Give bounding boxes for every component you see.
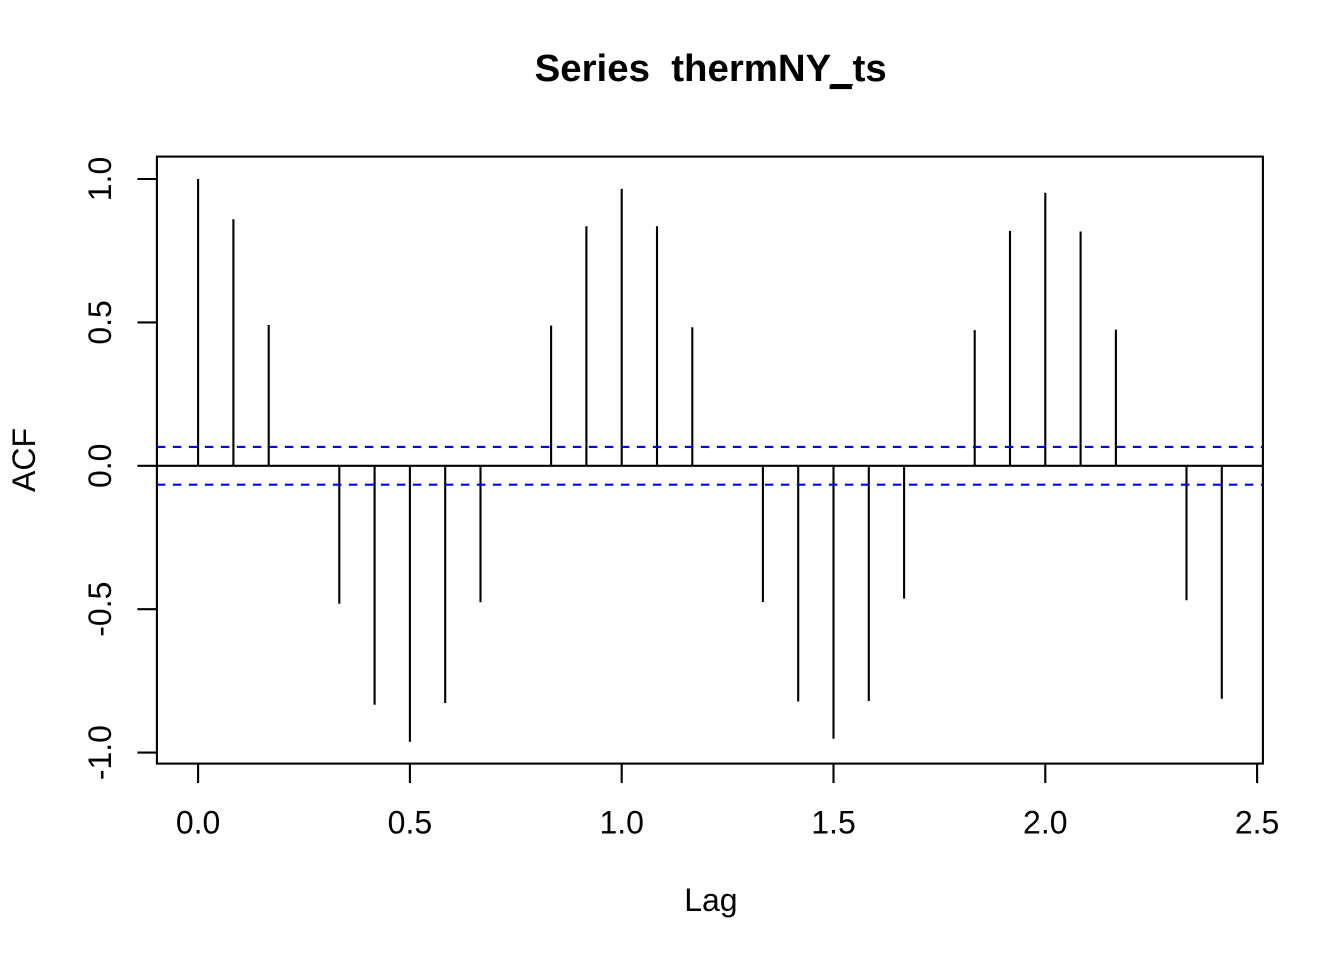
svg-text:1.0: 1.0 (82, 157, 118, 201)
svg-text:1.0: 1.0 (599, 804, 643, 840)
svg-text:Series thermNY_ts: Series thermNY_ts (535, 47, 887, 90)
svg-text:2.0: 2.0 (1023, 804, 1067, 840)
svg-text:1.5: 1.5 (811, 804, 855, 840)
svg-text:-1.0: -1.0 (82, 725, 118, 780)
svg-text:0.0: 0.0 (82, 444, 118, 488)
svg-text:-0.5: -0.5 (82, 582, 118, 637)
svg-text:ACF: ACF (6, 428, 42, 492)
svg-text:0.5: 0.5 (82, 300, 118, 344)
svg-text:2.5: 2.5 (1235, 804, 1279, 840)
svg-text:0.0: 0.0 (176, 804, 220, 840)
svg-text:0.5: 0.5 (388, 804, 432, 840)
svg-text:Lag: Lag (684, 882, 737, 918)
